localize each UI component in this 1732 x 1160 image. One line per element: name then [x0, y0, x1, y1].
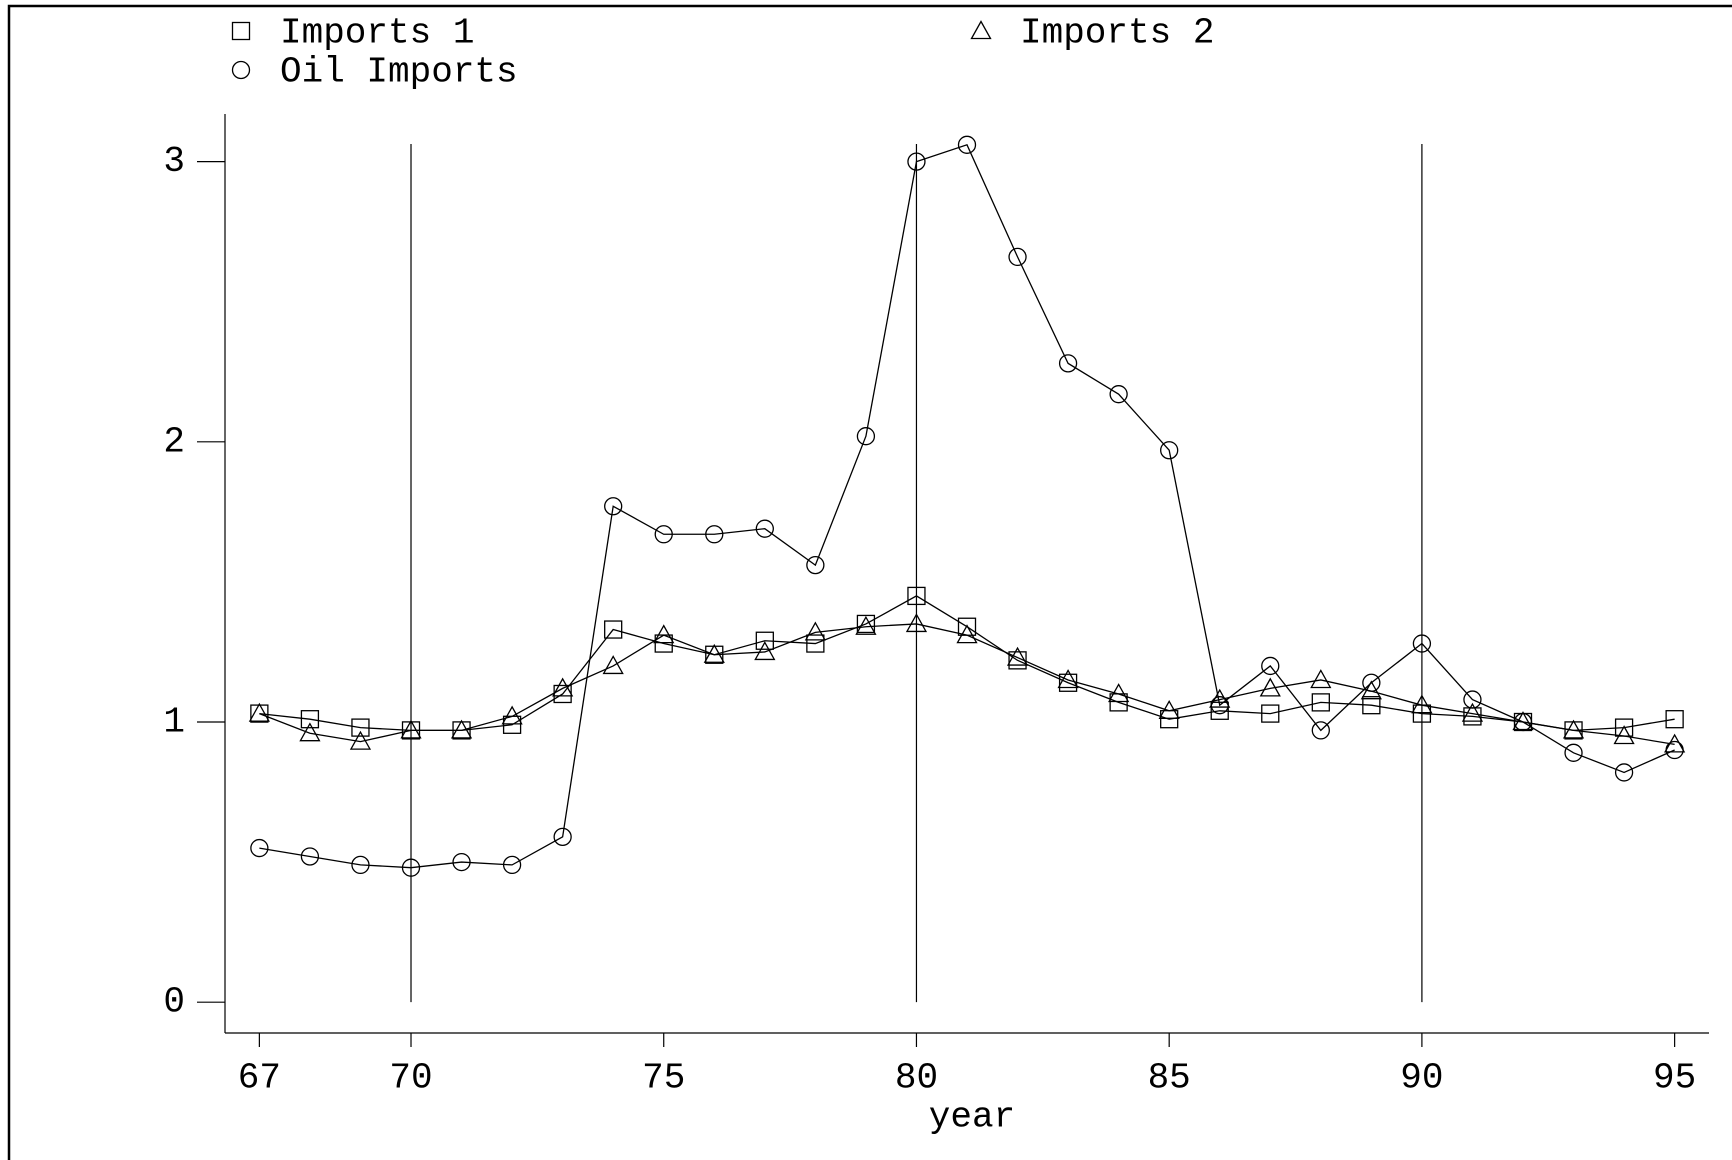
- frame: [7, 4, 1732, 1160]
- x-tick-label: 90: [1400, 1058, 1443, 1099]
- series-line: [259, 144, 1675, 869]
- marker: [1614, 763, 1634, 782]
- marker: [1261, 704, 1280, 723]
- marker: [351, 718, 370, 737]
- series-line: [259, 595, 1675, 732]
- marker: [856, 427, 876, 446]
- marker: [1210, 696, 1229, 715]
- marker: [804, 621, 826, 641]
- marker: [300, 710, 320, 729]
- marker: [450, 719, 473, 739]
- marker: [1411, 694, 1433, 714]
- marker: [806, 634, 825, 653]
- marker: [806, 555, 825, 575]
- marker: [1261, 656, 1280, 676]
- marker: [905, 613, 928, 633]
- y-tick-label: 2: [163, 421, 185, 462]
- marker: [956, 624, 978, 644]
- marker: [1311, 721, 1330, 740]
- marker: [855, 615, 877, 635]
- marker: [1362, 696, 1381, 715]
- marker: [654, 525, 673, 544]
- marker: [299, 722, 321, 742]
- marker: [957, 135, 977, 154]
- marker: [1613, 725, 1635, 745]
- legend-label: Imports 1: [280, 13, 474, 54]
- marker: [400, 719, 422, 739]
- marker: [1058, 354, 1078, 373]
- marker: [1461, 702, 1484, 722]
- marker: [1057, 669, 1079, 689]
- marker: [1562, 719, 1585, 739]
- marker: [1008, 247, 1027, 267]
- marker: [248, 702, 270, 722]
- x-tick-label: 85: [1148, 1058, 1191, 1099]
- marker: [1006, 646, 1029, 666]
- legend-marker: [970, 20, 992, 40]
- marker: [1311, 693, 1330, 712]
- x-axis-label: year: [929, 1097, 1015, 1138]
- legend-marker: [231, 21, 251, 41]
- y-tick-label: 1: [163, 702, 185, 743]
- marker: [604, 620, 623, 639]
- marker: [1665, 710, 1684, 729]
- legend-marker: [231, 60, 251, 80]
- marker: [856, 614, 876, 634]
- marker: [755, 631, 774, 650]
- marker: [754, 641, 776, 661]
- marker: [300, 847, 320, 866]
- x-tick-label: 80: [895, 1058, 938, 1099]
- marker: [602, 655, 624, 675]
- legend-label: Oil Imports: [280, 52, 518, 93]
- x-tick-label: 67: [238, 1058, 281, 1099]
- marker: [501, 705, 523, 725]
- marker: [1108, 683, 1130, 703]
- x-tick-label: 70: [389, 1058, 432, 1099]
- marker: [1259, 677, 1281, 697]
- x-tick-label: 95: [1653, 1058, 1696, 1099]
- marker: [452, 852, 471, 872]
- marker: [1564, 743, 1583, 762]
- marker: [552, 677, 574, 697]
- marker: [604, 497, 623, 516]
- marker: [705, 525, 724, 544]
- marker: [703, 643, 725, 663]
- marker: [250, 838, 269, 858]
- marker: [1008, 651, 1027, 670]
- legend-label: Imports 2: [1020, 13, 1214, 54]
- marker: [1109, 385, 1128, 404]
- marker: [755, 519, 774, 538]
- marker: [1362, 673, 1381, 692]
- marker: [1160, 441, 1179, 460]
- marker: [653, 624, 675, 644]
- marker: [1310, 669, 1332, 689]
- marker: [1665, 740, 1684, 760]
- marker: [401, 858, 421, 877]
- marker: [1463, 690, 1482, 709]
- marker: [1412, 634, 1432, 653]
- marker: [907, 586, 926, 606]
- y-tick-label: 3: [163, 141, 185, 182]
- marker: [349, 730, 372, 750]
- marker: [351, 855, 370, 875]
- marker: [1513, 712, 1533, 732]
- marker: [907, 152, 926, 171]
- x-tick-label: 75: [642, 1058, 685, 1099]
- marker: [1158, 699, 1180, 719]
- marker: [553, 827, 572, 847]
- marker: [1512, 711, 1534, 731]
- series-line: [259, 623, 1675, 746]
- marker: [502, 855, 522, 875]
- y-tick-label: 0: [163, 982, 185, 1023]
